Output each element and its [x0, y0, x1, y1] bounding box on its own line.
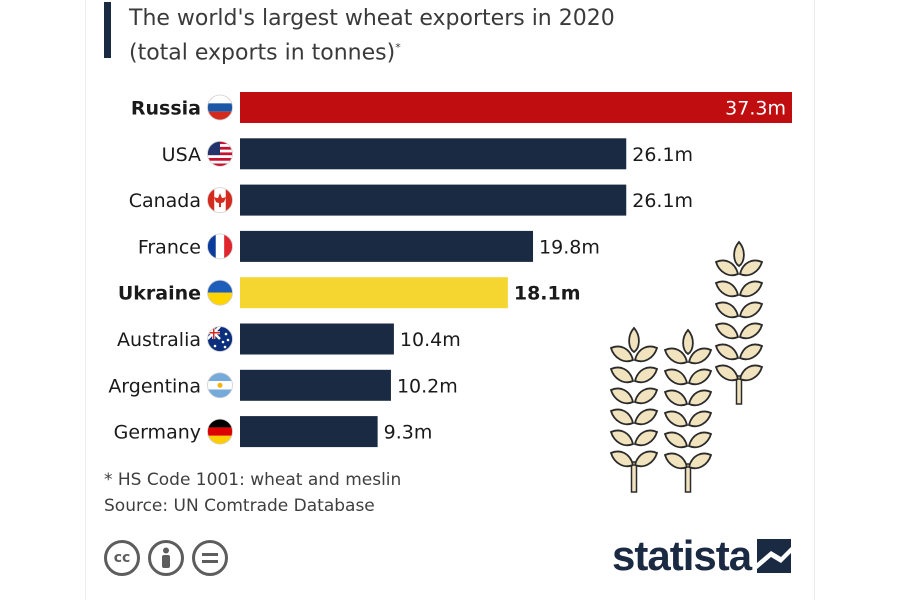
bar: [240, 277, 508, 309]
argentina-flag-icon: [207, 372, 233, 398]
value-label: 9.3m: [384, 422, 433, 444]
bar-row: Canada 26.1m: [129, 184, 693, 216]
bar-row: Germany 9.3m: [114, 416, 433, 448]
no-derivatives-icon[interactable]: [192, 540, 228, 576]
license-icons: cc: [104, 540, 228, 576]
value-label: 18.1m: [514, 283, 581, 305]
value-label: 19.8m: [539, 236, 600, 258]
category-label: USA: [162, 144, 201, 166]
value-label: 10.4m: [400, 329, 461, 351]
footnote-note: * HS Code 1001: wheat and meslin: [104, 470, 402, 490]
category-label: Australia: [117, 329, 201, 351]
statista-logo-icon: [757, 539, 792, 573]
category-label: France: [138, 236, 201, 258]
russia-flag-icon: [207, 95, 233, 120]
ukraine-flag-icon: [207, 280, 233, 306]
france-flag-icon: [207, 233, 233, 259]
value-label: 26.1m: [632, 144, 693, 166]
australia-flag-icon: [207, 326, 233, 352]
value-label: 37.3m: [725, 98, 786, 120]
bar: [240, 92, 792, 123]
bar: [240, 138, 627, 170]
title-accent-bar: [104, 2, 111, 58]
value-label: 26.1m: [632, 190, 693, 212]
germany-flag-icon: [207, 419, 233, 445]
bar: [240, 184, 627, 216]
category-label: Canada: [129, 190, 201, 212]
value-label: 10.2m: [397, 375, 458, 397]
bar: [240, 323, 394, 355]
bars-group: Russia 37.3m USA 26.1m Canada 26.1m France 19.8…: [108, 92, 792, 448]
bar-row: Ukraine 18.1m: [118, 277, 581, 309]
cc-icon[interactable]: cc: [104, 540, 140, 576]
bar: [240, 230, 534, 262]
wheat-illustration: [609, 240, 764, 493]
bar: [240, 369, 391, 401]
attribution-icon[interactable]: [148, 540, 184, 576]
bar-row: USA 26.1m: [162, 138, 693, 170]
bar-row: France 19.8m: [138, 230, 600, 262]
category-label: Russia: [131, 98, 201, 120]
bar-row: Russia 37.3m: [131, 92, 792, 123]
category-label: Germany: [114, 422, 201, 444]
statista-brand[interactable]: statista: [612, 532, 792, 580]
brand-name: statista: [612, 532, 752, 579]
title-footnote-mark: *: [395, 41, 401, 54]
title-line-2: (total exports in tonnes)*: [129, 40, 401, 66]
title-line-1: The world's largest wheat exporters in 2…: [129, 6, 615, 31]
bar-row: Argentina 10.2m: [108, 369, 458, 401]
canada-flag-icon: [207, 187, 233, 213]
chart-title: The world's largest wheat exporters in 2…: [129, 4, 615, 67]
category-label: Argentina: [108, 375, 201, 397]
wheat-stalk-icon: [609, 326, 659, 493]
bar-row: Australia 10.4m: [117, 323, 461, 355]
wheat-stalk-icon: [663, 328, 713, 493]
wheat-stalk-icon: [714, 240, 764, 405]
category-label: Ukraine: [118, 283, 201, 305]
bar: [240, 416, 378, 448]
footnote-source: Source: UN Comtrade Database: [104, 496, 375, 516]
